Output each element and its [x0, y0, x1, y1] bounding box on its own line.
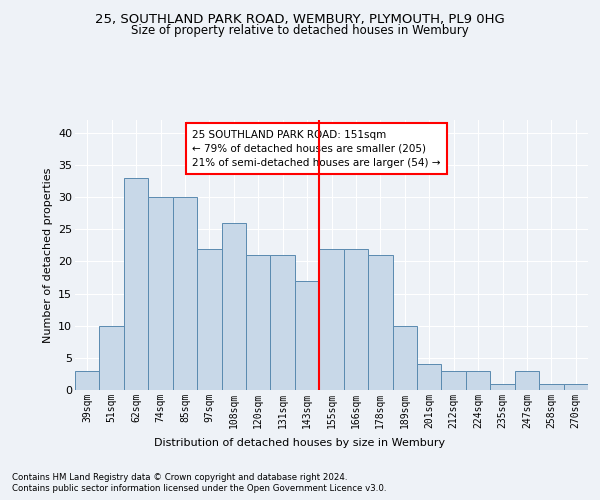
Bar [100, 326, 124, 390]
Bar [466, 370, 490, 390]
Bar [148, 197, 173, 390]
Bar [392, 326, 417, 390]
Text: Size of property relative to detached houses in Wembury: Size of property relative to detached ho… [131, 24, 469, 37]
Bar [246, 255, 271, 390]
Bar [197, 248, 221, 390]
Bar [221, 223, 246, 390]
Bar [319, 248, 344, 390]
Bar [563, 384, 588, 390]
Text: 25 SOUTHLAND PARK ROAD: 151sqm
← 79% of detached houses are smaller (205)
21% of: 25 SOUTHLAND PARK ROAD: 151sqm ← 79% of … [192, 130, 441, 168]
Text: 25, SOUTHLAND PARK ROAD, WEMBURY, PLYMOUTH, PL9 0HG: 25, SOUTHLAND PARK ROAD, WEMBURY, PLYMOU… [95, 12, 505, 26]
Bar [295, 280, 319, 390]
Bar [539, 384, 563, 390]
Bar [490, 384, 515, 390]
Text: Contains HM Land Registry data © Crown copyright and database right 2024.: Contains HM Land Registry data © Crown c… [12, 472, 347, 482]
Bar [173, 197, 197, 390]
Bar [442, 370, 466, 390]
Y-axis label: Number of detached properties: Number of detached properties [43, 168, 53, 342]
Bar [124, 178, 148, 390]
Bar [344, 248, 368, 390]
Text: Distribution of detached houses by size in Wembury: Distribution of detached houses by size … [154, 438, 446, 448]
Bar [417, 364, 442, 390]
Bar [368, 255, 392, 390]
Bar [271, 255, 295, 390]
Bar [515, 370, 539, 390]
Text: Contains public sector information licensed under the Open Government Licence v3: Contains public sector information licen… [12, 484, 386, 493]
Bar [75, 370, 100, 390]
